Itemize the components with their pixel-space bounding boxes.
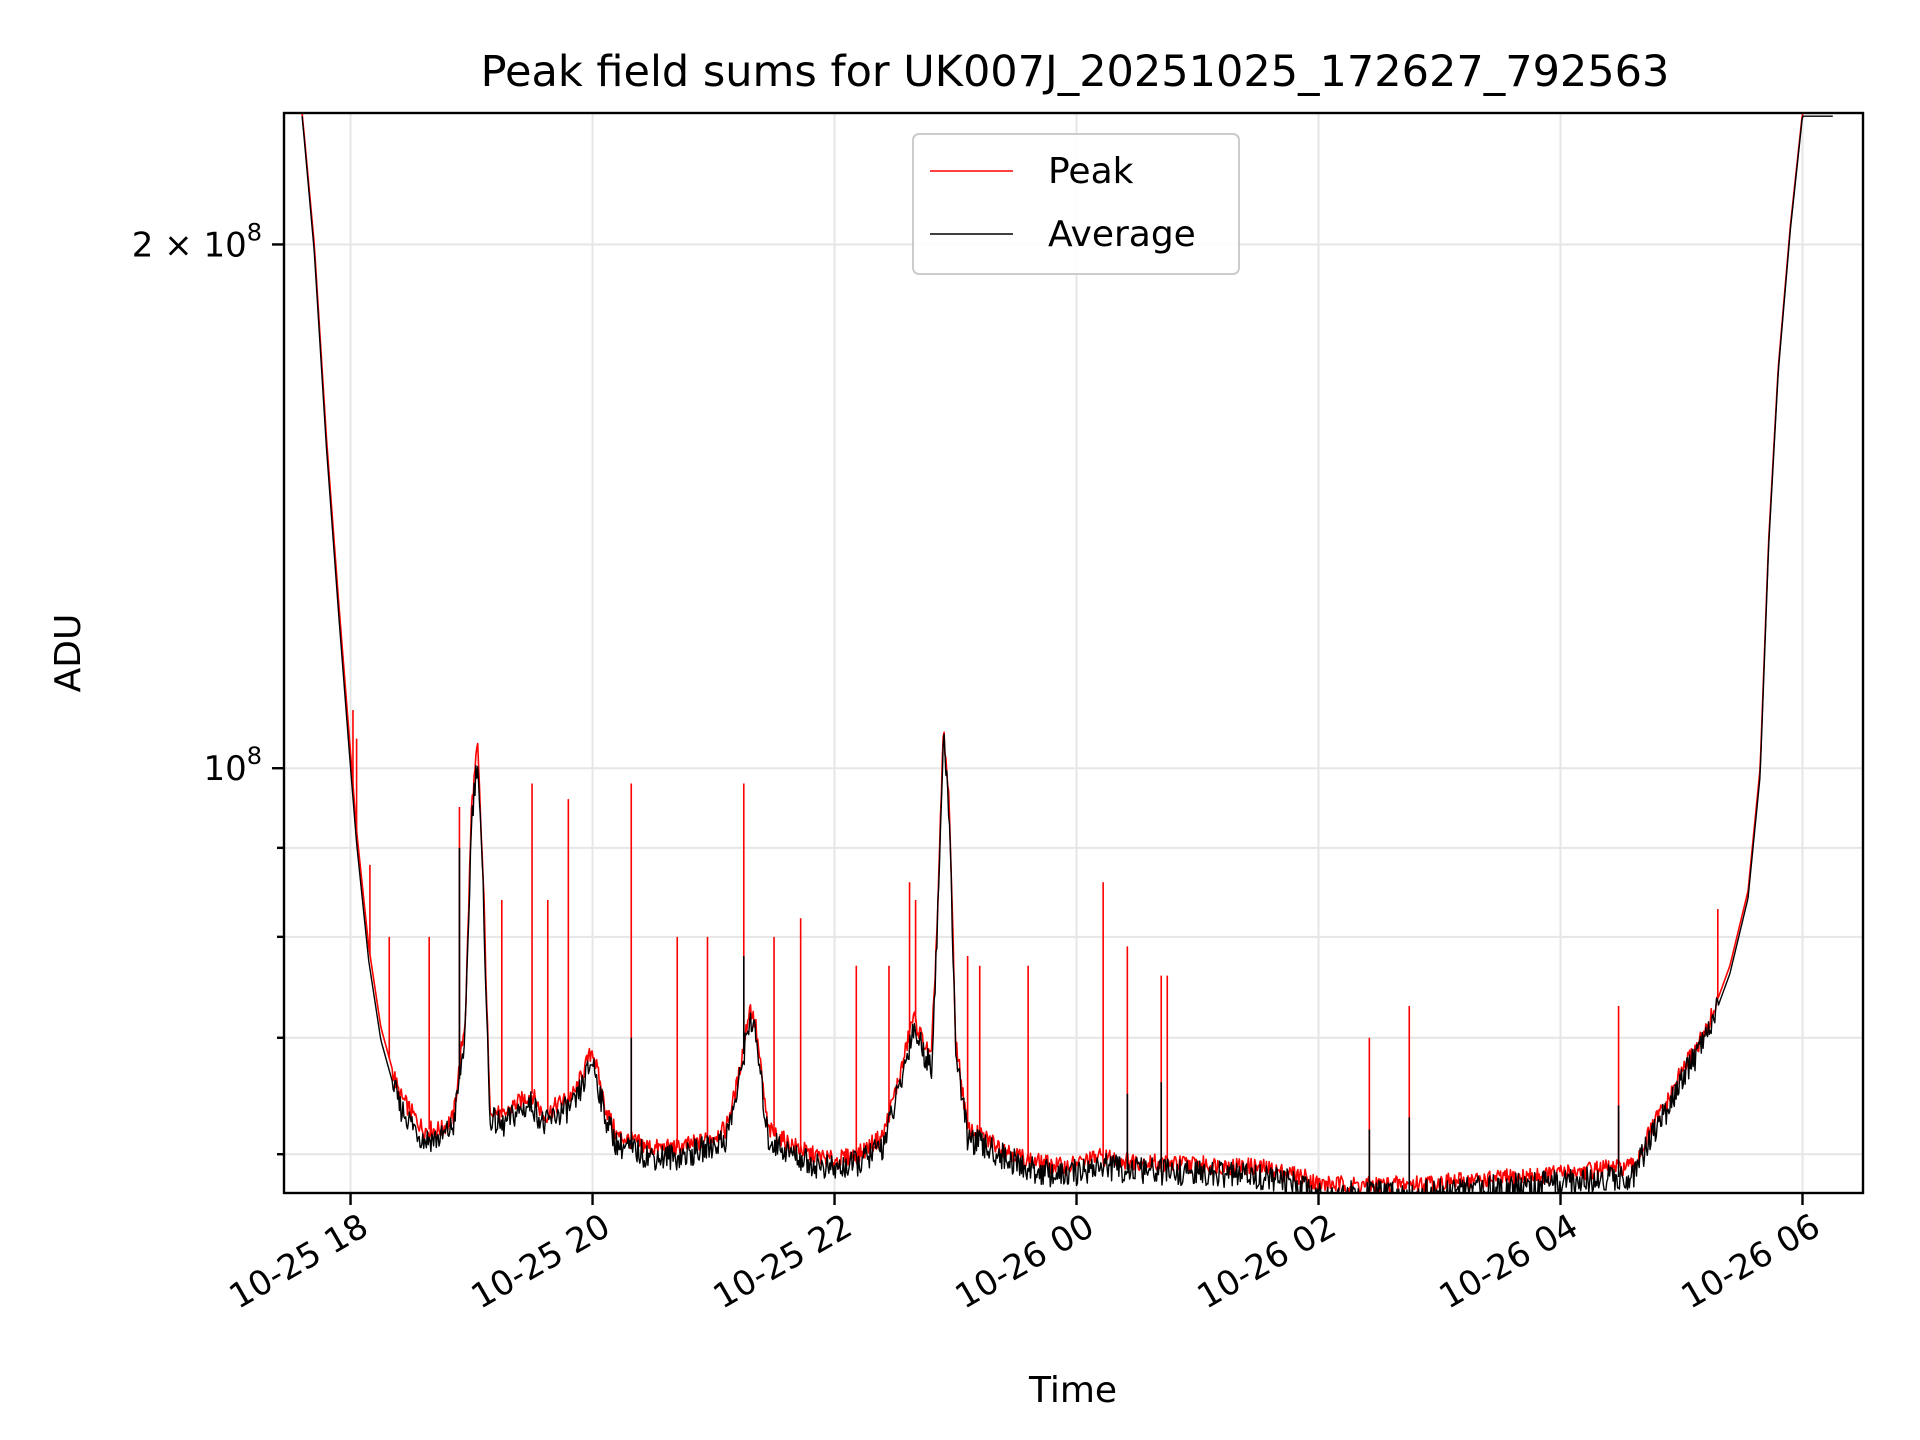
y-tick-label-exponent: 8: [247, 218, 262, 246]
plot-frame: [282, 111, 1865, 1195]
legend: Peak Average: [912, 133, 1240, 275]
plot-area: [301, 113, 1833, 1193]
legend-box: [912, 133, 1240, 275]
y-tick-label: 2 × 108: [132, 218, 262, 265]
y-tick-label-exponent: 8: [247, 742, 262, 770]
y-tick-label: 108: [203, 742, 262, 789]
chart-title: Peak field sums for UK007J_20251025_1726…: [481, 47, 1670, 97]
average-series-line: [301, 115, 1833, 1193]
legend-peak-label: Peak: [1048, 151, 1134, 192]
y-axis-label: ADU: [48, 614, 89, 693]
y-tick-label-base: 2 × 10: [132, 225, 247, 265]
legend-average-label: Average: [1048, 214, 1196, 255]
series-layer: [301, 113, 1833, 1193]
y-tick-label-base: 10: [203, 749, 246, 789]
x-axis-label: Time: [1028, 1370, 1117, 1411]
